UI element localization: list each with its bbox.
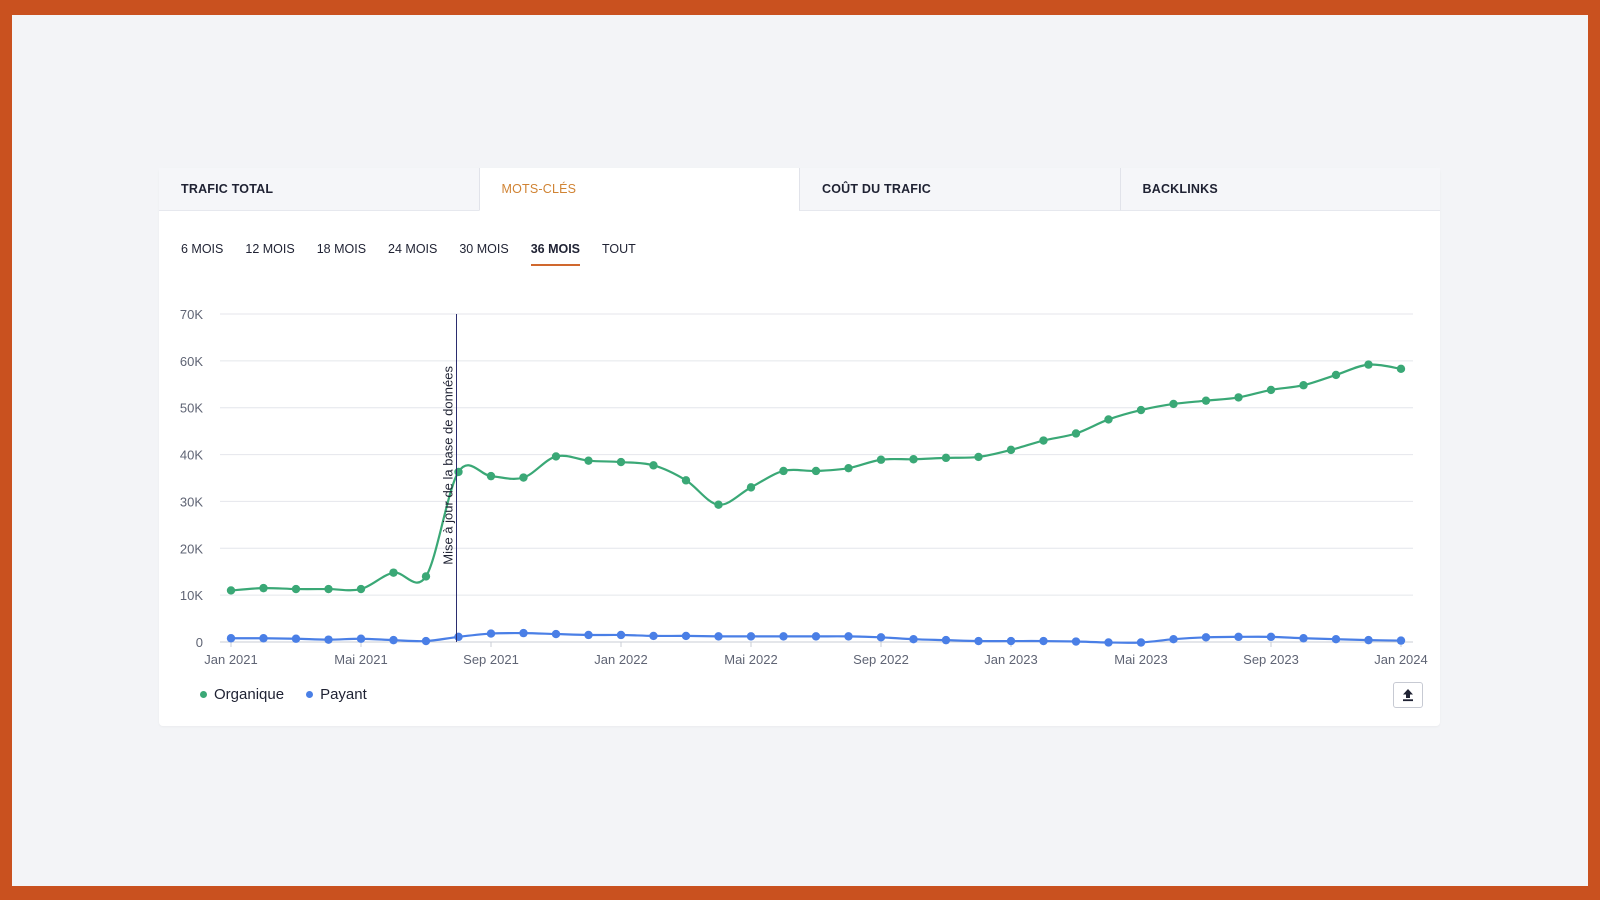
period-selector: 6 MOIS 12 MOIS 18 MOIS 24 MOIS 30 MOIS 3… bbox=[181, 242, 636, 266]
legend-payant[interactable]: Payant bbox=[306, 686, 367, 703]
range-30-mois[interactable]: 30 MOIS bbox=[459, 242, 509, 256]
tab-mots-cles[interactable]: MOTS-CLÉS bbox=[478, 168, 799, 211]
tab-backlinks[interactable]: BACKLINKS bbox=[1119, 168, 1440, 211]
chart-legend: Organique Payant bbox=[200, 686, 367, 703]
traffic-panel: TRAFIC TOTAL MOTS-CLÉS COÛT DU TRAFIC BA… bbox=[159, 168, 1440, 726]
range-24-mois[interactable]: 24 MOIS bbox=[388, 242, 438, 256]
upload-icon bbox=[1403, 689, 1413, 702]
legend-payant-label: Payant bbox=[320, 686, 367, 703]
range-6-mois[interactable]: 6 MOIS bbox=[181, 242, 224, 256]
range-18-mois[interactable]: 18 MOIS bbox=[316, 242, 367, 256]
export-button[interactable] bbox=[1393, 682, 1423, 708]
legend-organique[interactable]: Organique bbox=[200, 686, 284, 703]
range-36-mois[interactable]: 36 MOIS bbox=[530, 242, 581, 266]
range-12-mois[interactable]: 12 MOIS bbox=[245, 242, 295, 256]
tab-trafic-total[interactable]: TRAFIC TOTAL bbox=[159, 168, 479, 211]
legend-organique-label: Organique bbox=[214, 686, 285, 703]
range-tout[interactable]: TOUT bbox=[602, 242, 636, 256]
tab-cout-du-trafic[interactable]: COÛT DU TRAFIC bbox=[799, 168, 1120, 211]
legend-payant-marker bbox=[306, 691, 314, 698]
metric-tabs: TRAFIC TOTAL MOTS-CLÉS COÛT DU TRAFIC BA… bbox=[159, 168, 1440, 211]
legend-organique-marker bbox=[200, 691, 207, 698]
